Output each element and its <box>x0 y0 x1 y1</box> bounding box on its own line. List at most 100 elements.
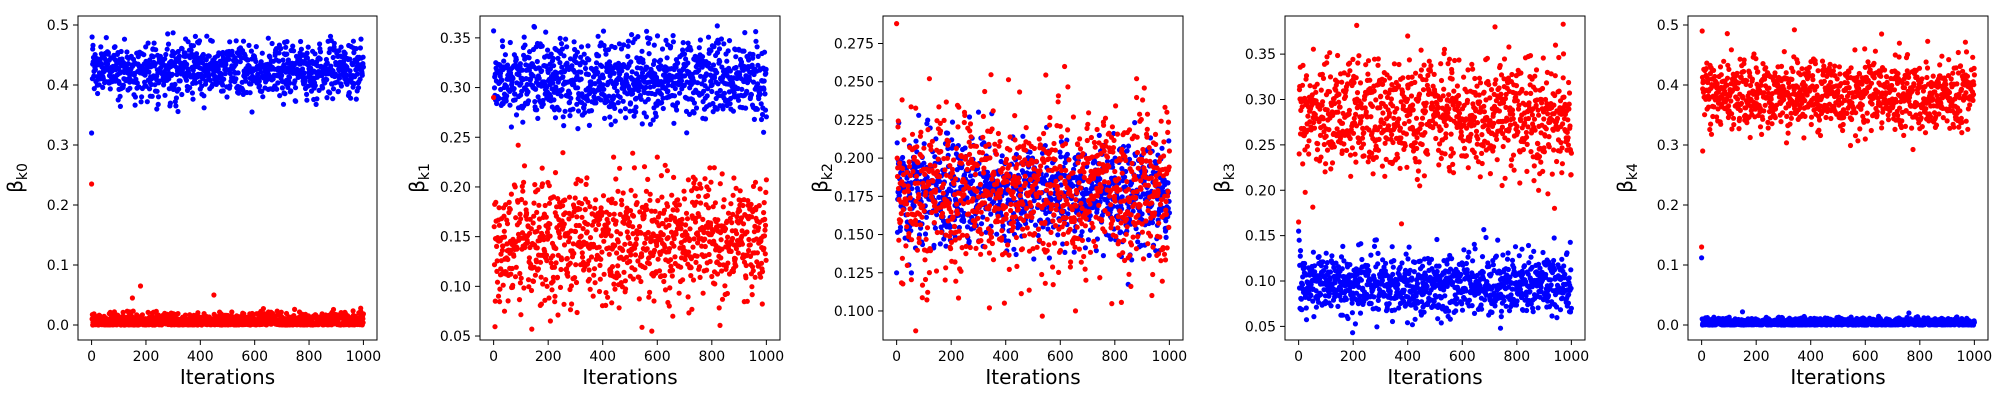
data-point <box>721 90 728 96</box>
data-point <box>757 91 763 97</box>
data-point <box>620 190 626 196</box>
data-point <box>298 46 304 52</box>
y-tick-label: 0.0 <box>47 318 69 334</box>
data-point <box>744 88 750 94</box>
data-point <box>665 203 671 209</box>
data-point <box>634 200 640 206</box>
data-point <box>258 59 264 65</box>
data-point <box>691 110 697 116</box>
data-point <box>597 276 603 282</box>
data-point <box>1057 149 1063 155</box>
data-point <box>717 322 723 328</box>
data-point <box>612 44 618 51</box>
data-point <box>894 140 900 146</box>
data-point <box>1031 256 1037 262</box>
data-point <box>762 91 768 97</box>
data-point <box>531 24 538 30</box>
data-point <box>500 43 506 50</box>
data-point <box>209 38 215 44</box>
data-point <box>556 107 562 113</box>
data-point <box>1020 133 1026 139</box>
data-point <box>165 31 171 37</box>
data-point <box>737 188 743 194</box>
data-point <box>529 326 535 332</box>
data-point <box>522 42 528 48</box>
data-point <box>568 95 574 101</box>
data-point <box>706 60 712 67</box>
data-point <box>510 282 516 288</box>
data-point <box>969 178 976 184</box>
data-point <box>545 47 551 53</box>
data-point <box>632 252 639 258</box>
data-point <box>89 34 95 40</box>
data-point <box>626 219 633 225</box>
data-point <box>698 185 704 191</box>
data-point <box>585 221 591 227</box>
data-point <box>661 278 667 285</box>
data-point <box>739 241 746 247</box>
data-point <box>504 62 511 68</box>
data-point <box>627 100 634 106</box>
data-point <box>518 216 524 222</box>
data-point <box>249 109 255 115</box>
data-point <box>600 28 607 34</box>
data-point <box>540 281 546 287</box>
data-point <box>558 266 564 273</box>
data-point <box>734 231 740 237</box>
data-point <box>227 39 233 45</box>
data-point <box>675 60 681 66</box>
data-point <box>505 298 511 304</box>
data-point <box>762 251 768 257</box>
data-point <box>98 44 104 50</box>
data-point <box>285 57 291 63</box>
data-point <box>716 305 722 311</box>
data-point <box>547 318 554 324</box>
data-point <box>603 290 609 296</box>
y-tick-label: 0.1 <box>47 258 69 274</box>
data-point <box>617 108 624 114</box>
data-point <box>690 244 696 250</box>
data-point <box>714 70 720 76</box>
data-point <box>229 48 235 55</box>
data-point <box>752 179 759 185</box>
data-point <box>90 42 96 49</box>
data-point <box>89 130 95 136</box>
data-point <box>632 267 638 273</box>
data-point <box>557 234 563 240</box>
data-point <box>253 58 259 65</box>
data-point <box>633 104 639 110</box>
data-point <box>243 78 249 84</box>
data-point <box>129 295 135 301</box>
data-point <box>625 53 631 60</box>
data-point <box>616 273 622 279</box>
data-point <box>353 96 359 102</box>
data-point <box>702 243 708 250</box>
data-point <box>513 57 519 63</box>
data-point <box>1071 249 1077 255</box>
data-point <box>718 255 724 261</box>
data-point <box>632 193 638 199</box>
data-point <box>313 101 319 107</box>
data-point <box>714 23 720 29</box>
data-point <box>491 224 497 230</box>
data-point <box>314 96 320 102</box>
data-point <box>557 284 564 290</box>
data-point <box>709 273 715 280</box>
data-point <box>619 202 625 208</box>
data-point <box>647 197 653 203</box>
data-point <box>718 36 725 42</box>
data-point <box>567 113 573 119</box>
x-tick-label: 0 <box>489 349 498 365</box>
data-point <box>644 206 650 212</box>
data-point <box>621 269 627 275</box>
data-point <box>578 178 584 184</box>
data-point <box>600 193 607 199</box>
data-point <box>628 187 634 193</box>
data-point <box>922 231 929 237</box>
data-point <box>539 181 546 187</box>
data-point <box>260 94 266 100</box>
data-point <box>748 201 754 207</box>
data-point <box>493 199 499 205</box>
data-point <box>89 181 95 187</box>
data-point <box>657 57 664 63</box>
